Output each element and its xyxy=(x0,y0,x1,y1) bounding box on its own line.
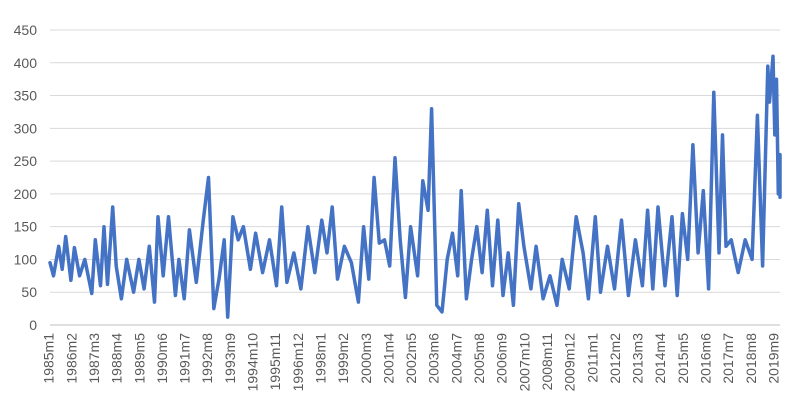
y-tick-label: 0 xyxy=(29,317,37,333)
x-tick-label: 2009m12 xyxy=(562,333,578,392)
y-tick-label: 250 xyxy=(14,153,38,169)
x-tick-label: 2008m11 xyxy=(539,333,555,391)
x-tick-label: 1988m4 xyxy=(109,333,125,384)
series-line xyxy=(48,54,782,319)
x-tick-label: 2000m3 xyxy=(358,333,374,384)
x-tick-label: 1992m8 xyxy=(199,333,215,384)
x-tick-label: 1985m1 xyxy=(41,333,57,384)
x-tick-label: 2002m5 xyxy=(403,333,419,384)
x-tick-label: 1994m10 xyxy=(245,333,261,392)
x-tick-label: 1998m1 xyxy=(312,333,328,384)
x-tick-label: 1986m2 xyxy=(63,333,79,384)
x-tick-label: 2005m8 xyxy=(471,333,487,384)
x-tick-label: 2015m5 xyxy=(675,333,691,384)
y-tick-label: 350 xyxy=(14,88,38,104)
y-tick-label: 100 xyxy=(14,251,38,267)
x-tick-label: 1996m12 xyxy=(290,333,306,392)
x-tick-label: 2007m10 xyxy=(516,333,532,392)
x-tick-label: 1993m9 xyxy=(222,333,238,384)
x-tick-label: 2018m8 xyxy=(743,333,759,384)
series-layer xyxy=(48,54,782,319)
x-tick-label: 2013m3 xyxy=(630,333,646,384)
x-tick-label: 2012m2 xyxy=(607,333,623,384)
x-tick-label: 2004m7 xyxy=(448,333,464,384)
gridlines xyxy=(50,29,780,326)
x-tick-label: 2016m6 xyxy=(698,333,714,384)
x-tick-label: 1991m7 xyxy=(177,333,193,384)
x-tick-label: 1990m6 xyxy=(154,333,170,384)
x-axis-ticks: 1985m1 1986m2 1987m3 1988m4 1989m5 1990m6 1991… xyxy=(41,333,782,392)
y-axis-ticks: 0 50 100 150 200 250 300 350 400 450 xyxy=(14,22,38,333)
x-tick-label: 2011m1 xyxy=(584,333,600,383)
x-tick-label: 1995m11 xyxy=(267,333,283,391)
y-tick-label: 450 xyxy=(14,22,38,38)
x-tick-label: 2001m4 xyxy=(380,333,396,384)
x-tick-label: 2003m6 xyxy=(426,333,442,384)
x-tick-label: 2017m7 xyxy=(720,333,736,384)
y-tick-label: 300 xyxy=(14,120,38,136)
y-tick-label: 200 xyxy=(14,186,38,202)
y-tick-label: 400 xyxy=(14,55,38,71)
x-tick-label: 2019m9 xyxy=(765,333,781,384)
x-tick-label: 1989m5 xyxy=(131,333,147,384)
x-tick-label: 2006m9 xyxy=(494,333,510,384)
y-tick-label: 50 xyxy=(21,284,37,300)
x-tick-label: 1987m3 xyxy=(86,333,102,384)
x-tick-label: 2014m4 xyxy=(652,333,668,384)
x-tick-label: 1999m2 xyxy=(335,333,351,384)
y-tick-label: 150 xyxy=(14,219,38,235)
